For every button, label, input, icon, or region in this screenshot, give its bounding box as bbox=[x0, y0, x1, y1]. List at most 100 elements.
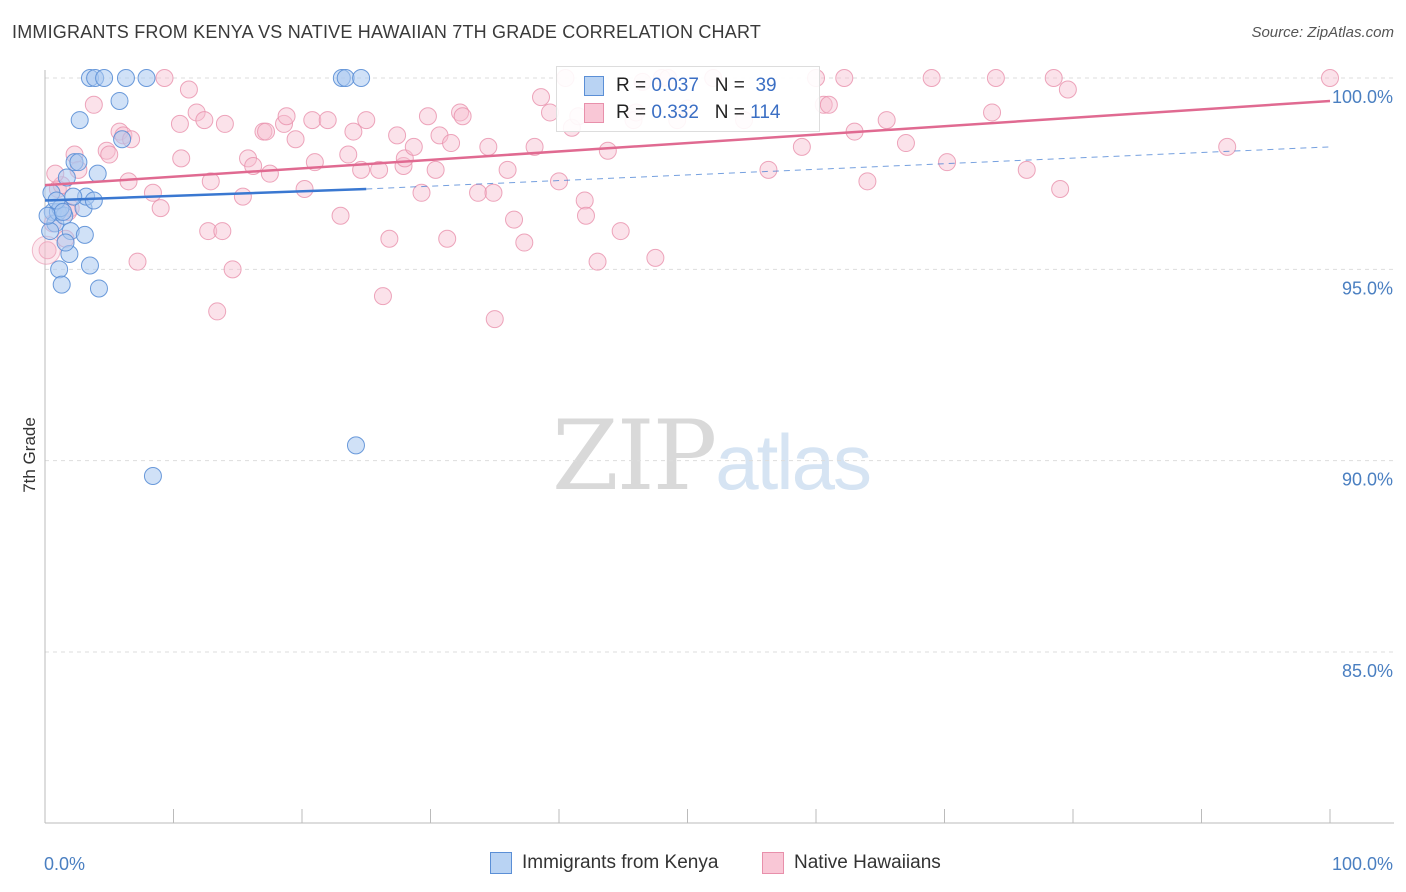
data-point-hawaii bbox=[588, 252, 607, 271]
data-point-hawaii bbox=[31, 235, 61, 265]
data-point-hawaii bbox=[611, 222, 630, 241]
data-point-hawaii bbox=[646, 248, 665, 267]
data-point-hawaii bbox=[525, 137, 544, 156]
data-point-kenya bbox=[110, 91, 129, 110]
y-axis-title: 7th Grade bbox=[20, 417, 39, 493]
data-point-hawaii bbox=[1044, 69, 1063, 87]
data-point-hawaii bbox=[373, 287, 392, 306]
series-immigrants-from-kenya bbox=[38, 69, 371, 485]
data-point-hawaii bbox=[598, 141, 617, 160]
data-point-hawaii bbox=[442, 134, 461, 153]
legend-hawaii-r-value: 0.332 bbox=[651, 102, 699, 123]
data-point-kenya bbox=[352, 69, 371, 87]
data-point-hawaii bbox=[303, 111, 322, 130]
data-point-kenya bbox=[84, 191, 103, 210]
data-point-hawaii bbox=[187, 103, 206, 122]
data-point-hawaii bbox=[479, 137, 498, 156]
data-point-kenya bbox=[143, 466, 162, 485]
data-point-kenya bbox=[52, 275, 71, 294]
bottom-legend-label-hawaii: Native Hawaiians bbox=[794, 852, 941, 873]
legend-kenya-n-label: N = bbox=[714, 75, 745, 96]
bottom-legend-label-kenya: Immigrants from Kenya bbox=[522, 852, 719, 873]
data-point-hawaii bbox=[277, 107, 296, 126]
data-point-hawaii bbox=[38, 241, 57, 260]
bottom-legend-hawaii: Native Hawaiians bbox=[762, 852, 941, 874]
data-point-hawaii bbox=[370, 160, 389, 179]
legend-swatch-hawaii bbox=[584, 103, 604, 123]
data-point-kenya bbox=[88, 164, 107, 183]
data-point-hawaii bbox=[896, 134, 915, 153]
data-point-hawaii bbox=[922, 69, 941, 87]
data-point-hawaii bbox=[208, 302, 227, 321]
data-point-hawaii bbox=[84, 95, 103, 114]
data-point-hawaii bbox=[550, 172, 568, 191]
data-point-kenya bbox=[116, 69, 135, 87]
data-point-kenya bbox=[64, 187, 83, 206]
data-point-hawaii bbox=[215, 114, 234, 133]
data-point-hawaii bbox=[819, 95, 838, 114]
data-point-kenya bbox=[41, 222, 60, 241]
data-point-hawaii bbox=[257, 122, 276, 141]
legend-row-kenya: R = 0.037 N = 39 bbox=[616, 74, 777, 98]
tick-labels: 100.0% 95.0% 90.0% 85.0% 0.0% 100.0% 7th Grade bbox=[20, 87, 1393, 874]
data-point-hawaii bbox=[195, 111, 214, 130]
data-point-hawaii bbox=[318, 111, 337, 130]
data-point-hawaii bbox=[412, 183, 431, 202]
data-point-hawaii bbox=[575, 191, 594, 210]
data-point-hawaii bbox=[128, 252, 147, 271]
data-point-hawaii bbox=[1218, 137, 1237, 156]
data-point-hawaii bbox=[983, 103, 1002, 122]
data-point-hawaii bbox=[100, 145, 119, 164]
trendline-kenya bbox=[44, 187, 367, 202]
data-point-hawaii bbox=[426, 160, 445, 179]
data-point-hawaii bbox=[1321, 69, 1339, 87]
bottom-legend-kenya: Immigrants from Kenya bbox=[490, 852, 718, 874]
y-tick-label: 90.0% bbox=[1342, 470, 1393, 490]
source-credit: Source: ZipAtlas.com bbox=[1251, 24, 1394, 41]
data-point-hawaii bbox=[453, 107, 472, 126]
watermark: ZIPatlas bbox=[552, 400, 872, 512]
data-point-kenya bbox=[53, 202, 72, 221]
legend-hawaii-r-label: R = bbox=[616, 102, 647, 123]
data-point-hawaii bbox=[938, 153, 957, 172]
data-point-hawaii bbox=[1051, 179, 1070, 198]
data-point-kenya bbox=[70, 111, 89, 130]
chart-title: IMMIGRANTS FROM KENYA VS NATIVE HAWAIIAN… bbox=[12, 22, 762, 42]
data-point-hawaii bbox=[1017, 160, 1036, 179]
data-point-hawaii bbox=[357, 111, 376, 130]
data-point-hawaii bbox=[404, 137, 423, 156]
data-point-kenya bbox=[80, 256, 99, 275]
data-point-hawaii bbox=[199, 222, 218, 241]
data-point-hawaii bbox=[286, 130, 305, 149]
data-point-hawaii bbox=[223, 260, 242, 279]
data-point-hawaii bbox=[498, 160, 517, 179]
data-point-hawaii bbox=[172, 149, 191, 168]
data-point-hawaii bbox=[576, 206, 595, 225]
data-point-hawaii bbox=[119, 172, 138, 191]
data-point-hawaii bbox=[143, 183, 162, 202]
bottom-legend-swatch-hawaii bbox=[762, 852, 784, 874]
data-point-hawaii bbox=[170, 114, 189, 133]
x-tick-label: 0.0% bbox=[44, 854, 85, 874]
data-point-hawaii bbox=[986, 69, 1005, 87]
legend-kenya-r-value: 0.037 bbox=[651, 75, 699, 96]
legend-kenya-r-label: R = bbox=[616, 75, 647, 96]
y-tick-label: 95.0% bbox=[1342, 278, 1393, 298]
data-point-hawaii bbox=[151, 199, 170, 218]
legend-hawaii-n-label: N = bbox=[714, 102, 745, 123]
data-point-hawaii bbox=[759, 160, 778, 179]
legend-kenya-n-value: 39 bbox=[755, 75, 777, 96]
data-point-hawaii bbox=[155, 69, 174, 87]
data-point-hawaii bbox=[295, 179, 314, 198]
data-point-hawaii bbox=[858, 172, 877, 191]
watermark-zip: ZIP bbox=[552, 400, 717, 512]
data-point-kenya bbox=[336, 69, 355, 87]
x-tick-label: 100.0% bbox=[1332, 854, 1393, 874]
trendline-hawaii bbox=[44, 99, 1331, 187]
data-point-hawaii bbox=[438, 229, 457, 248]
data-point-hawaii bbox=[418, 107, 437, 126]
data-point-hawaii bbox=[469, 183, 488, 202]
legend-hawaii-n-value: 114 bbox=[750, 102, 781, 123]
watermark-atlas: atlas bbox=[715, 418, 872, 506]
